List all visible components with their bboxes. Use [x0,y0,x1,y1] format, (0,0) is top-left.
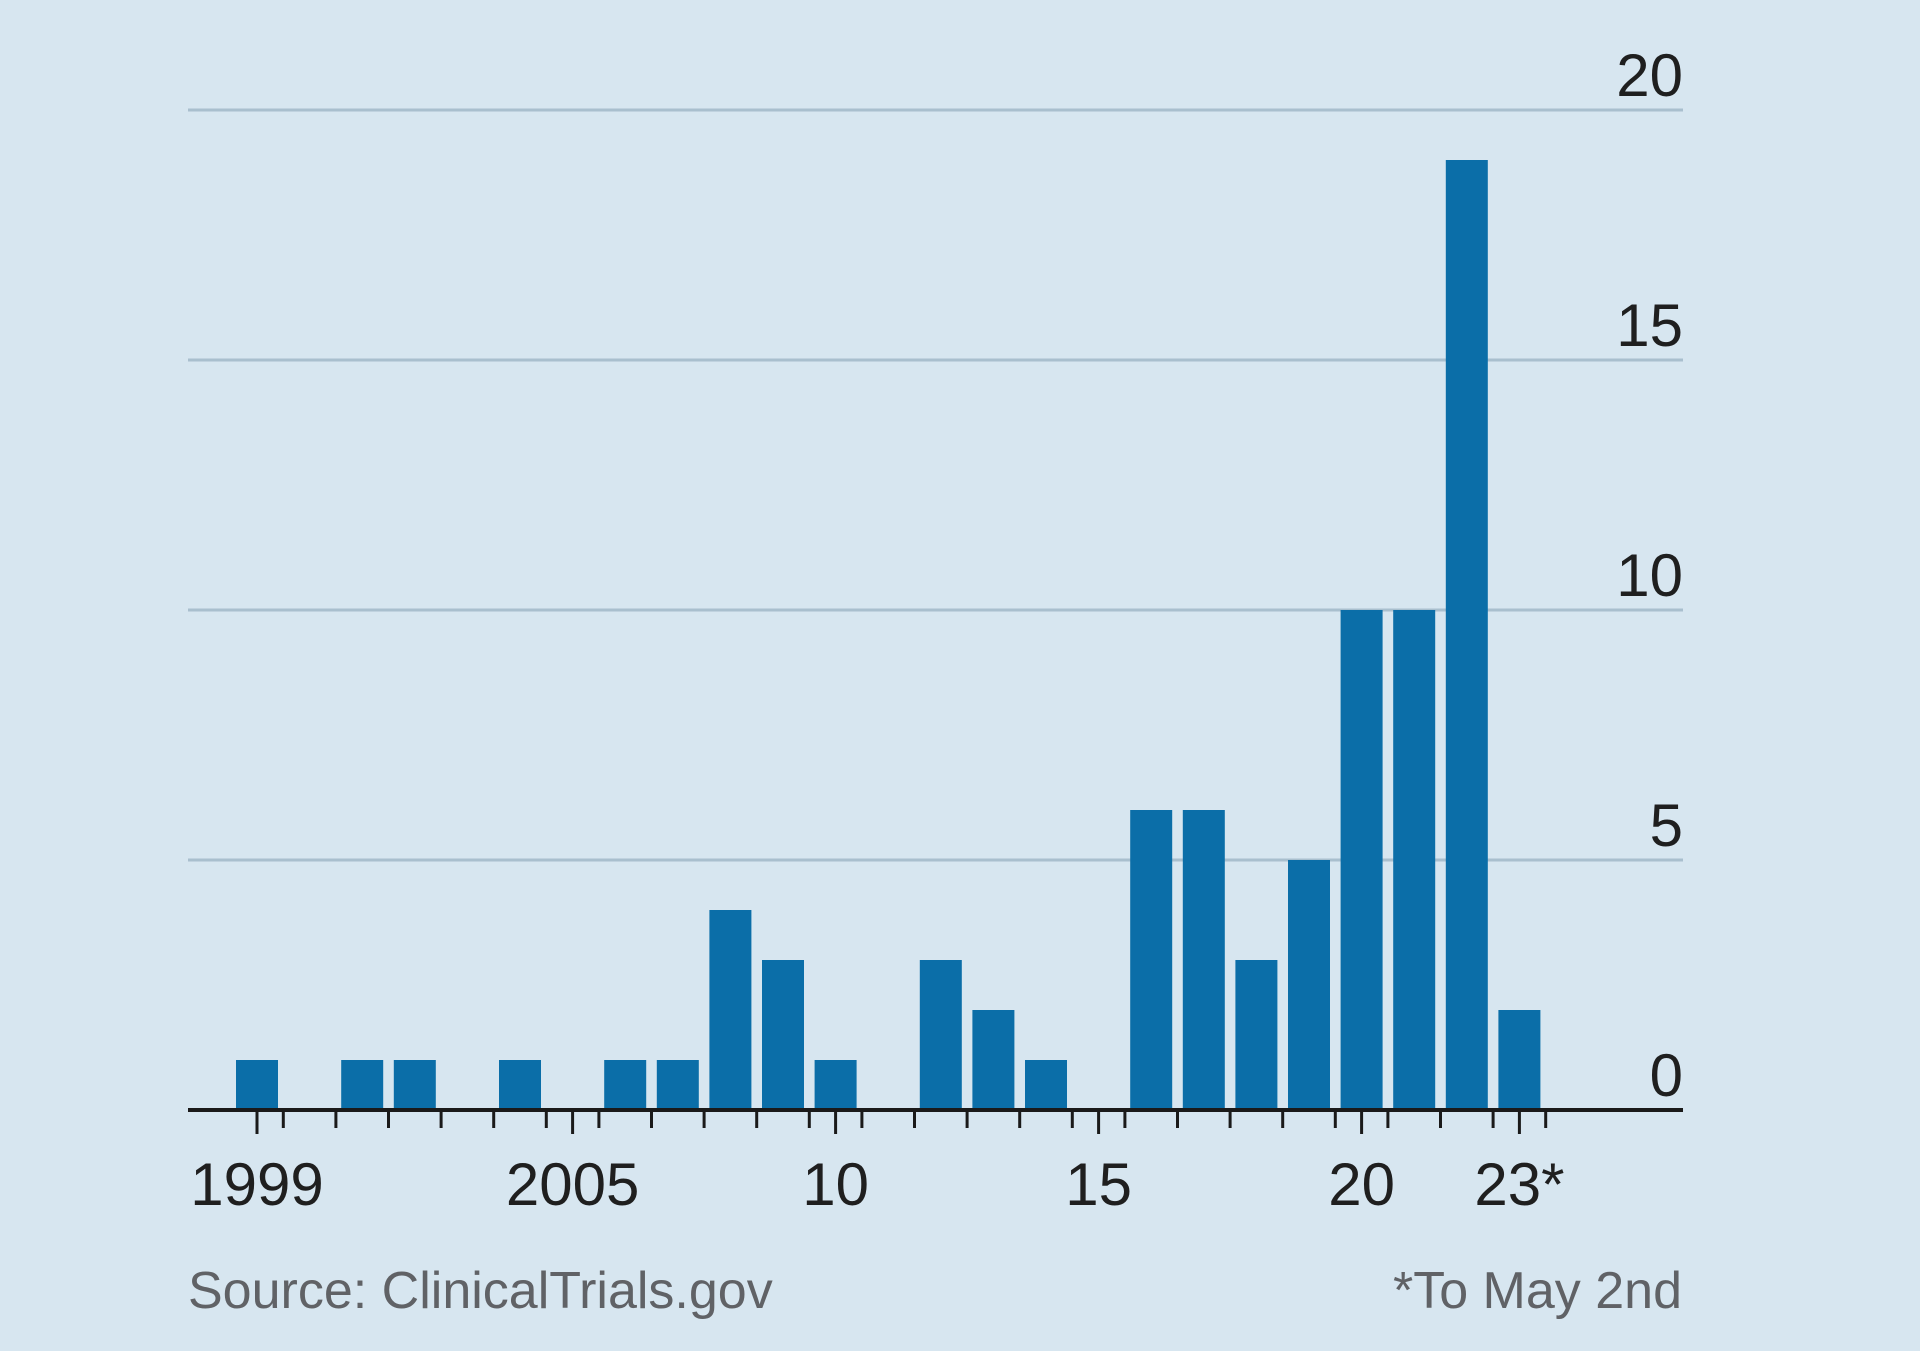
bar-2017 [1182,810,1225,1110]
y-tick-label-10: 10 [1616,542,1683,609]
y-tick-label-20: 20 [1616,42,1683,109]
bar-2004 [499,1060,541,1110]
bar-2018 [1235,960,1278,1110]
bar-2022 [1445,160,1488,1110]
footnote: *To May 2nd [1393,1262,1682,1320]
bar-2016 [1130,810,1173,1110]
source-note: Source: ClinicalTrials.gov [188,1262,773,1320]
bar-2009 [762,960,804,1110]
bar-1999 [236,1060,278,1110]
bar-2014 [1025,1060,1067,1110]
x-tick-label-2010: 10 [802,1151,869,1218]
y-tick-label-0: 0 [1650,1042,1683,1109]
y-tick-label-15: 15 [1616,292,1683,359]
bars [236,160,1541,1110]
bar-2002 [393,1060,436,1110]
x-tick-label-2015: 15 [1065,1151,1132,1218]
y-axis-labels: 0 5 10 15 20 [1616,42,1683,1109]
x-tick-label-2020: 20 [1328,1151,1395,1218]
x-tick-label-2023: 23* [1474,1151,1564,1218]
bar-2019 [1288,860,1330,1110]
x-tick-label-2005: 2005 [506,1151,639,1218]
bar-2013 [972,1010,1015,1110]
x-tick-label-1999: 1999 [190,1151,323,1218]
bar-2006 [604,1060,647,1110]
x-axis: 1999 2005 10 15 20 23* [188,1108,1683,1218]
bar-2012 [919,960,962,1110]
bar-2001 [341,1060,384,1110]
bar-2020 [1340,610,1383,1110]
y-tick-label-5: 5 [1650,792,1683,859]
bar-2007 [656,1060,699,1110]
bar-2023 [1498,1010,1541,1110]
bar-2010 [814,1060,857,1110]
bar-2021 [1393,610,1436,1110]
bar-2008 [709,910,752,1110]
